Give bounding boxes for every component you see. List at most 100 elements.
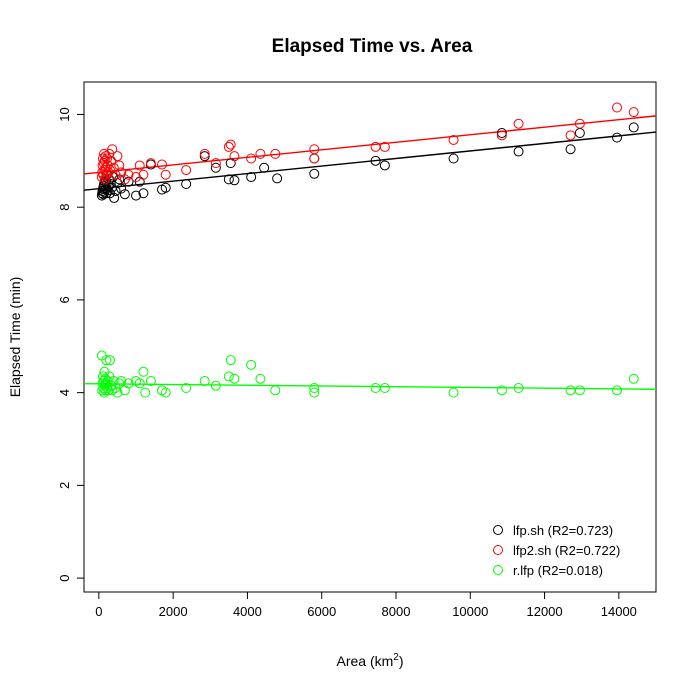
data-point-lfp2-sh [246,153,257,164]
data-point-lfp2-sh [138,169,149,180]
data-point-r-lfp [309,387,320,398]
data-point-r-lfp [105,355,115,366]
y-axis: 0 2 4 6 8 10 [57,107,84,582]
data-point-r-lfp [270,385,281,396]
plot-frame [83,81,657,593]
data-point-lfp-sh [210,162,221,173]
x-axis-label: Area (km2) [336,652,403,669]
data-point-r-lfp [225,355,236,366]
data-point-lfp2-sh [229,151,240,162]
x-axis-label-superscript: 2 [393,652,399,663]
y-tick-label: 2 [57,482,72,489]
legend-marker [493,545,503,555]
legend: lfp.sh (R2=0.723) lfp2.sh (R2=0.722) r.lfp… [493,523,620,578]
data-point-lfp-sh [131,190,141,201]
data-point-r-lfp [123,378,134,389]
data-point-lfp2-sh [309,153,320,164]
regression-line-lfp-sh [83,131,657,191]
data-point-lfp2-sh [223,141,234,152]
data-point-lfp2-sh [131,172,141,183]
data-point-lfp-sh [160,182,171,193]
data-point-r-lfp [565,385,576,396]
data-point-lfp-sh [628,122,639,133]
data-point-r-lfp [112,387,123,398]
y-axis-label: Elapsed Time (min) [7,277,23,398]
data-point-lfp2-sh [565,130,576,141]
data-point-r-lfp [181,383,192,393]
regression-line-lfp2-sh [83,115,657,175]
data-point-lfp-sh [229,175,240,186]
data-point-lfp-sh [109,192,120,203]
y-tick-label: 0 [57,574,72,581]
data-point-lfp-sh [370,155,381,166]
data-point-lfp2-sh [108,162,119,173]
data-point-lfp2-sh [210,158,221,169]
data-point-lfp2-sh [107,144,118,155]
data-point-lfp-sh [379,160,390,171]
data-point-lfp2-sh [270,148,281,159]
data-point-lfp2-sh [112,151,123,162]
data-point-r-lfp [612,385,622,396]
data-point-r-lfp [370,383,381,393]
data-point-r-lfp [145,376,156,387]
y-tick-label: 4 [57,389,72,396]
data-point-lfp2-sh [199,148,210,159]
data-point-r-lfp [108,376,119,387]
x-tick-label: 12000 [526,604,562,619]
data-point-lfp2-sh [225,139,236,150]
data-point-lfp2-sh [157,159,167,170]
data-point-lfp2-sh [513,118,524,129]
data-point-lfp2-sh [612,102,622,113]
data-point-lfp-sh [119,189,130,200]
regression-line-r-lfp [83,382,657,390]
data-point-r-lfp [513,383,524,393]
data-point-lfp2-sh [309,144,320,155]
data-point-lfp2-sh [134,160,145,171]
data-point-r-lfp [574,385,585,396]
x-tick-label: 6000 [307,604,336,619]
data-point-lfp2-sh [123,169,134,180]
data-point-r-lfp [101,355,112,366]
data-point-lfp-sh [565,144,576,155]
x-tick-label: 2000 [159,604,188,619]
data-point-lfp2-sh [496,130,507,141]
x-tick-label: 8000 [382,604,411,619]
data-point-lfp2-sh [145,158,156,169]
data-point-lfp-sh [116,183,127,194]
data-point-lfp-sh [496,128,507,138]
data-point-lfp2-sh [114,160,125,171]
data-point-r-lfp [140,387,151,398]
data-point-r-lfp [116,376,127,387]
plot-area [83,81,657,593]
data-point-r-lfp [628,373,639,384]
data-point-r-lfp [210,380,221,391]
data-point-r-lfp [246,359,257,370]
data-point-lfp-sh [110,185,121,196]
x-tick-label: 14000 [601,604,637,619]
data-point-r-lfp [134,378,145,389]
data-point-lfp-sh [225,158,236,169]
data-point-lfp2-sh [160,169,171,180]
legend-label: lfp2.sh (R2=0.722) [513,543,620,558]
data-point-lfp-sh [223,174,234,185]
data-point-lfp2-sh [98,169,109,180]
x-tick-label: 4000 [233,604,262,619]
chart-title: Elapsed Time vs. Area [272,36,473,57]
data-point-r-lfp [223,371,234,382]
data-point-lfp-sh [138,188,149,199]
data-point-lfp-sh [574,128,585,138]
data-point-lfp-sh [272,173,283,184]
data-point-lfp2-sh [110,169,121,180]
x-axis: 0 2000 4000 6000 8000 10000 12000 14000 [95,592,637,619]
data-point-lfp-sh [181,179,192,189]
y-tick-label: 6 [57,296,72,303]
x-tick-label: 0 [95,604,102,619]
y-tick-label: 8 [57,204,72,211]
data-point-r-lfp [229,373,240,384]
data-point-lfp2-sh [574,118,585,129]
data-points [96,102,639,398]
data-point-lfp-sh [513,146,524,157]
data-point-lfp-sh [199,151,210,162]
data-point-lfp2-sh [628,107,639,118]
